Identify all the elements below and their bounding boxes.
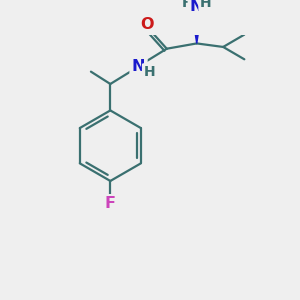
Text: H: H [182, 0, 194, 10]
Text: O: O [141, 16, 154, 32]
Text: H: H [143, 64, 155, 79]
Text: N: N [190, 0, 203, 14]
Text: N: N [132, 59, 145, 74]
Text: H: H [200, 0, 212, 10]
Text: F: F [105, 196, 116, 211]
Polygon shape [192, 15, 201, 44]
